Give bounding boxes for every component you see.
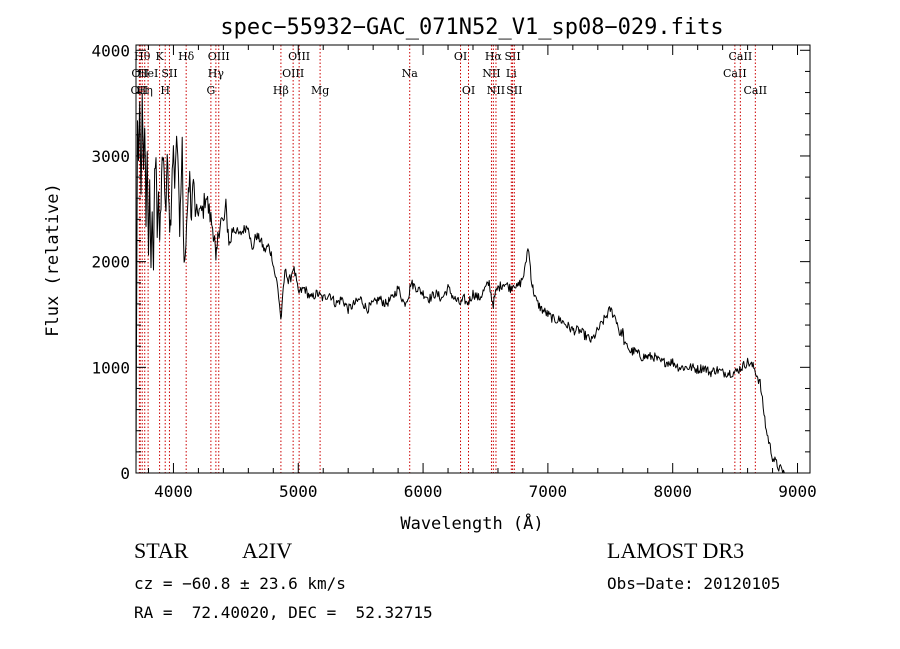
- marker-label: OIII: [282, 67, 304, 80]
- marker-label: H: [160, 84, 170, 97]
- marker-label: Hα: [485, 50, 503, 63]
- marker-label: NII: [482, 67, 500, 80]
- marker-label: SII: [504, 50, 520, 63]
- emission-line-markers: OIIOIIHθHηHeIKHSIIHδGHγOIIIHβOIIIOIIIMgN…: [131, 45, 767, 473]
- y-tick-label: 0: [120, 464, 130, 483]
- y-tick-label: 3000: [91, 147, 130, 166]
- marker-label: SII: [161, 67, 177, 80]
- marker-label: OI: [462, 84, 475, 97]
- marker-label: Hβ: [273, 84, 289, 97]
- x-tick-label: 7000: [529, 482, 568, 501]
- marker-label: OI: [454, 50, 467, 63]
- marker-label: OIII: [288, 50, 310, 63]
- object-subclass: A2IV: [242, 538, 293, 563]
- x-tick-label: 9000: [778, 482, 817, 501]
- spectrum-line: [135, 93, 785, 474]
- marker-label: Hγ: [208, 67, 225, 80]
- marker-label: HeI: [138, 67, 158, 80]
- obs-date-text: Obs−Date: 20120105: [607, 574, 781, 593]
- marker-label: CaII: [723, 67, 747, 80]
- plot-frame: [135, 44, 811, 474]
- axes: 4000 5000 6000 7000 8000 9000 0 1000 2000 3000 400…: [91, 41, 816, 501]
- spectrum-series: [135, 93, 785, 474]
- x-tick-label: 5000: [279, 482, 318, 501]
- marker-label: SII: [506, 84, 522, 97]
- survey-name: LAMOST DR3: [607, 538, 745, 563]
- marker-label: G: [206, 84, 215, 97]
- object-class: STAR: [134, 538, 189, 563]
- x-tick-label: 4000: [154, 482, 193, 501]
- marker-label: OII: [131, 84, 149, 97]
- y-tick-label: 1000: [91, 358, 130, 377]
- marker-label: Hθ: [134, 50, 151, 63]
- marker-label: Mg: [311, 84, 329, 97]
- marker-label: Hδ: [178, 50, 195, 63]
- marker-label: Hη: [137, 84, 153, 97]
- marker-label: OIII: [208, 50, 230, 63]
- y-axis-label: Flux (relative): [43, 183, 63, 337]
- marker-label: Li: [506, 67, 517, 80]
- marker-label: CaII: [743, 84, 767, 97]
- marker-label: K: [155, 50, 164, 63]
- x-axis-label: Wavelength (Å): [400, 512, 543, 534]
- y-tick-label: 4000: [91, 41, 130, 60]
- y-tick-label: 2000: [91, 253, 130, 272]
- chart-title: spec−55932−GAC_071N52_V1_sp08−029.fits: [220, 15, 723, 40]
- marker-label: CaII: [729, 50, 753, 63]
- coordinates-text: RA = 72.40020, DEC = 52.32715: [134, 603, 433, 622]
- redshift-text: cz = −60.8 ± 23.6 km/s: [134, 574, 346, 593]
- marker-label: NII: [487, 84, 505, 97]
- x-tick-label: 8000: [653, 482, 692, 501]
- marker-label: Na: [402, 67, 419, 80]
- x-tick-label: 6000: [404, 482, 443, 501]
